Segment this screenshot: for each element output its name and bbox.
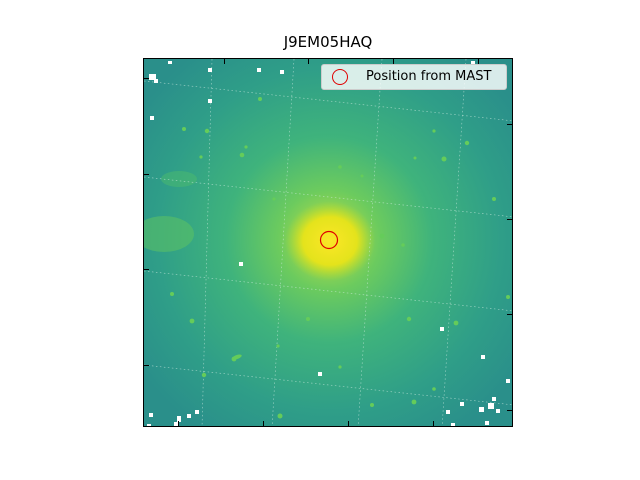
legend-circle-icon — [332, 69, 348, 85]
legend-label: Position from MAST — [366, 69, 492, 84]
diffuse-emission — [161, 171, 197, 187]
sky-image — [144, 59, 512, 426]
plot-title: J9EM05HAQ — [283, 33, 373, 51]
galaxy-core — [285, 201, 375, 281]
diffuse-emission — [144, 216, 194, 252]
masked-pixels — [147, 61, 510, 426]
legend: Position from MAST — [321, 64, 507, 90]
image-panel — [143, 58, 513, 427]
mast-position-marker — [319, 230, 339, 250]
field-sources — [170, 97, 510, 419]
coordinate-grid — [144, 59, 512, 426]
